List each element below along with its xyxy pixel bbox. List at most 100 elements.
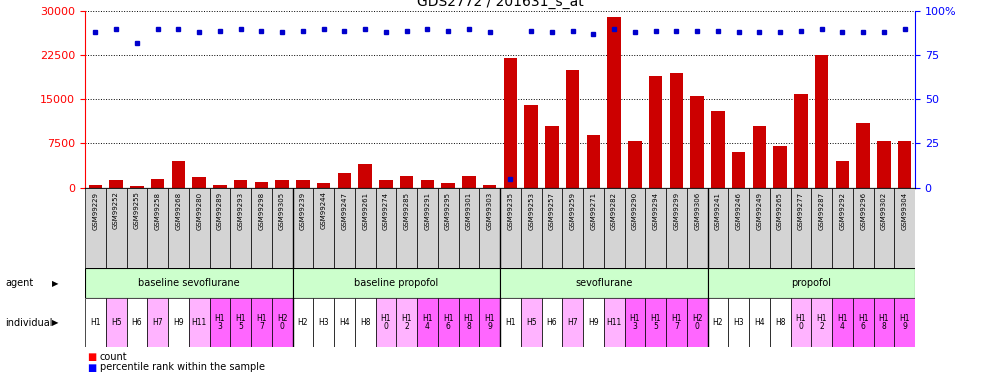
Bar <box>379 180 393 188</box>
Bar <box>441 183 455 188</box>
Text: GSM99301: GSM99301 <box>466 192 472 230</box>
Bar <box>711 111 725 188</box>
Bar <box>400 176 413 188</box>
Bar <box>272 188 292 268</box>
Text: baseline propofol: baseline propofol <box>354 278 438 288</box>
Text: GSM99291: GSM99291 <box>424 192 430 230</box>
Bar <box>542 298 562 347</box>
Text: GSM99303: GSM99303 <box>487 192 493 230</box>
Text: GSM99247: GSM99247 <box>341 192 347 230</box>
Text: ▶: ▶ <box>52 279 58 288</box>
Text: GSM99258: GSM99258 <box>155 192 161 230</box>
Bar <box>815 56 828 188</box>
Text: GSM99285: GSM99285 <box>404 192 410 230</box>
Bar <box>877 141 891 188</box>
Text: H6: H6 <box>132 318 142 327</box>
Bar <box>874 188 894 268</box>
Bar <box>275 180 289 188</box>
Bar <box>417 298 438 347</box>
Bar <box>562 298 583 347</box>
Bar <box>355 188 376 268</box>
Text: GSM99268: GSM99268 <box>175 192 181 230</box>
Bar <box>376 298 396 347</box>
Text: GSM99244: GSM99244 <box>321 192 327 230</box>
Bar <box>85 298 106 347</box>
Text: GSM99274: GSM99274 <box>383 192 389 230</box>
Bar <box>790 298 811 347</box>
Text: GSM99277: GSM99277 <box>798 192 804 230</box>
Bar <box>438 188 458 268</box>
Bar <box>732 152 745 188</box>
Bar <box>587 135 600 188</box>
Text: GSM99257: GSM99257 <box>549 192 555 230</box>
Bar <box>500 298 521 347</box>
Bar <box>338 173 351 188</box>
Bar <box>230 188 251 268</box>
Bar <box>811 188 832 268</box>
Text: H4: H4 <box>339 318 350 327</box>
Bar <box>376 188 396 268</box>
Title: GDS2772 / 201631_s_at: GDS2772 / 201631_s_at <box>417 0 583 9</box>
Bar <box>255 182 268 188</box>
Text: GSM99294: GSM99294 <box>653 192 659 230</box>
Text: H1
2: H1 2 <box>816 314 827 331</box>
Text: GSM99296: GSM99296 <box>860 192 866 230</box>
Text: GSM99261: GSM99261 <box>362 192 368 230</box>
Text: GSM99253: GSM99253 <box>528 192 534 230</box>
Text: ■: ■ <box>87 352 96 362</box>
Bar <box>583 298 604 347</box>
Text: H1
9: H1 9 <box>899 314 910 331</box>
Bar <box>130 186 144 188</box>
Bar <box>728 188 749 268</box>
Text: baseline sevoflurane: baseline sevoflurane <box>138 278 240 288</box>
Bar <box>607 17 621 188</box>
Text: H4: H4 <box>754 318 765 327</box>
Bar <box>708 188 728 268</box>
Bar <box>168 298 189 347</box>
Bar <box>313 188 334 268</box>
Text: H1
3: H1 3 <box>215 314 225 331</box>
Bar <box>894 188 915 268</box>
Text: GSM99290: GSM99290 <box>632 192 638 230</box>
Bar <box>462 176 476 188</box>
Text: agent: agent <box>5 278 33 288</box>
Text: sevoflurane: sevoflurane <box>575 278 632 288</box>
Text: H2
0: H2 0 <box>277 314 287 331</box>
Text: GSM99292: GSM99292 <box>839 192 845 230</box>
Bar <box>189 188 210 268</box>
Text: GSM99298: GSM99298 <box>258 192 264 230</box>
Bar <box>458 188 479 268</box>
Text: GSM99265: GSM99265 <box>777 192 783 230</box>
Bar <box>85 268 292 298</box>
Bar <box>773 146 787 188</box>
Text: H9: H9 <box>588 318 599 327</box>
Bar <box>749 188 770 268</box>
Bar <box>417 188 438 268</box>
Text: H8: H8 <box>360 318 370 327</box>
Text: H1
2: H1 2 <box>401 314 412 331</box>
Bar <box>192 177 206 188</box>
Bar <box>479 298 500 347</box>
Text: percentile rank within the sample: percentile rank within the sample <box>100 363 265 372</box>
Text: propofol: propofol <box>791 278 831 288</box>
Text: H1
0: H1 0 <box>796 314 806 331</box>
Bar <box>396 188 417 268</box>
Bar <box>213 184 227 188</box>
Bar <box>479 188 500 268</box>
Bar <box>521 188 542 268</box>
Bar <box>355 298 376 347</box>
Bar <box>189 298 210 347</box>
Text: GSM99229: GSM99229 <box>92 192 98 230</box>
Bar <box>542 188 562 268</box>
Bar <box>168 188 189 268</box>
Text: H1
3: H1 3 <box>630 314 640 331</box>
Bar <box>856 123 870 188</box>
Bar <box>562 188 583 268</box>
Bar <box>624 298 645 347</box>
Bar <box>334 188 355 268</box>
Bar <box>604 188 624 268</box>
Bar <box>438 298 458 347</box>
Bar <box>521 298 542 347</box>
Text: H1
6: H1 6 <box>443 314 453 331</box>
Text: GSM99304: GSM99304 <box>902 192 908 230</box>
